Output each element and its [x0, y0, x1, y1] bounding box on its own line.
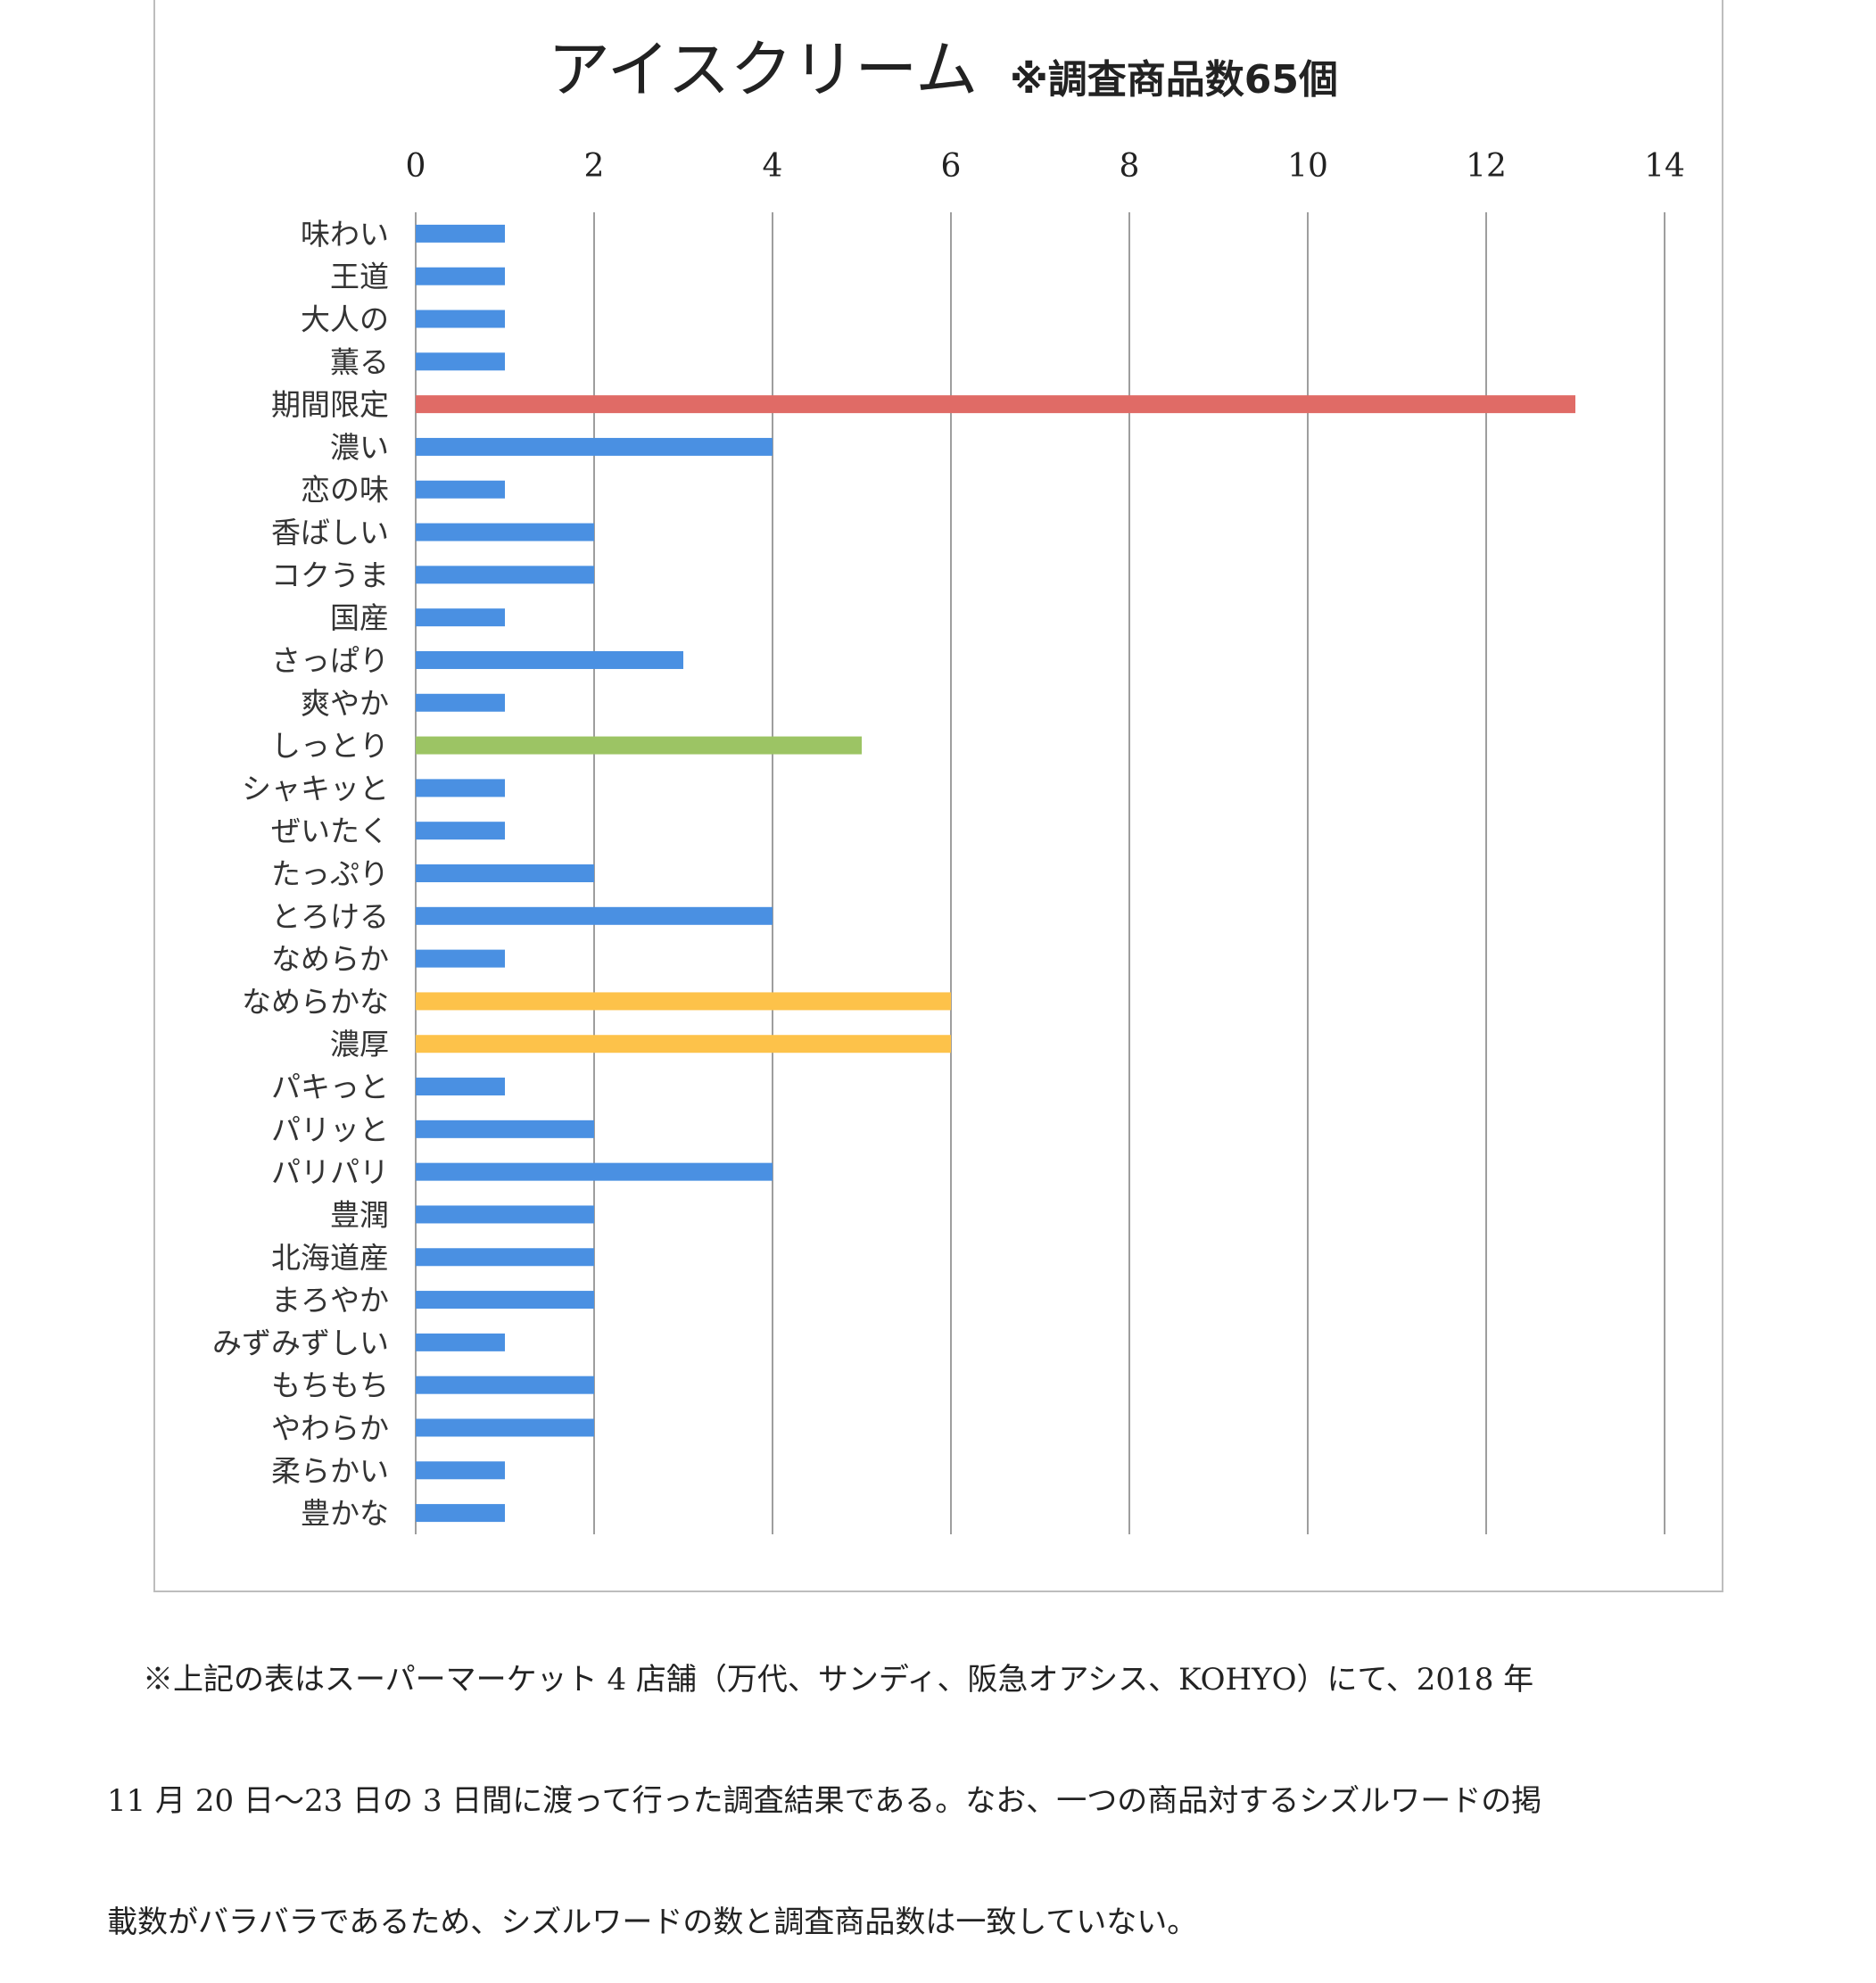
x-axis-ticks: 0 2 4 6 8 10 12 14	[406, 148, 1685, 185]
footnote: ※上記の表はスーパーマーケット 4 店舗（万代、サンディ、阪急オアシス、KOHY…	[107, 1619, 1695, 1983]
footnote-line-2: 11 月 20 日～23 日の 3 日間に渡って行った調査結果である。なお、一つ…	[107, 1783, 1542, 1819]
x-tick-label: 12	[1466, 148, 1507, 185]
category-label: 薫る	[330, 344, 389, 379]
bar	[416, 1418, 594, 1437]
category-label: もちもち	[271, 1368, 389, 1403]
bar	[416, 1248, 594, 1267]
category-label: ぜいたく	[271, 814, 389, 848]
bar	[416, 608, 505, 627]
category-label: まろやか	[271, 1283, 389, 1318]
bar	[416, 822, 505, 840]
category-label: 王道	[330, 260, 389, 294]
category-label: 北海道産	[271, 1240, 389, 1275]
bar	[416, 310, 505, 328]
bar	[416, 480, 505, 499]
bar	[416, 650, 683, 669]
x-tick-label: 4	[763, 148, 783, 185]
category-labels: 味わい王道大人の薫る期間限定濃い恋の味香ばしいコクうま国産さっぱり爽やかしっとり…	[212, 217, 389, 1531]
category-label: しっとり	[271, 729, 389, 764]
bar	[416, 779, 505, 797]
x-tick-label: 2	[584, 148, 605, 185]
bar	[416, 992, 951, 1011]
x-tick-label: 8	[1120, 148, 1140, 185]
x-tick-label: 10	[1287, 148, 1328, 185]
bar	[416, 1376, 594, 1394]
bar	[416, 1162, 773, 1181]
category-label: 豊潤	[330, 1197, 389, 1232]
category-label: 味わい	[301, 217, 389, 252]
bar	[416, 1333, 505, 1351]
category-label: 濃い	[330, 430, 389, 465]
bar	[416, 224, 505, 243]
category-label: たっぷり	[271, 856, 389, 891]
category-label: みずみずしい	[212, 1326, 389, 1360]
category-label: パリパリ	[271, 1155, 389, 1190]
bar	[416, 1120, 594, 1138]
category-label: 豊かな	[301, 1496, 389, 1531]
category-label: 期間限定	[271, 387, 389, 422]
category-label: 国産	[330, 600, 389, 635]
x-tick-label: 14	[1644, 148, 1685, 185]
bar	[416, 864, 594, 882]
category-label: なめらかな	[242, 984, 389, 1019]
bar	[416, 523, 594, 541]
category-label: なめらか	[271, 942, 389, 977]
bar	[416, 395, 1575, 414]
bar	[416, 1078, 505, 1096]
bar	[416, 736, 862, 755]
bars	[416, 224, 1575, 1523]
footnote-line-1: ※上記の表はスーパーマーケット 4 店舗（万代、サンディ、阪急オアシス、KOHY…	[143, 1662, 1534, 1698]
bar	[416, 437, 773, 456]
chart-title: アイスクリーム	[548, 33, 978, 106]
bar-chart: アイスクリーム ※調査商品数65個 0 2 4 6 8 10 12 14 味わい王道大人の薫る…	[212, 33, 1685, 1534]
category-label: 柔らかい	[271, 1453, 389, 1488]
chart-subtitle: ※調査商品数65個	[1010, 57, 1338, 103]
bar	[416, 1504, 505, 1523]
bar	[416, 949, 505, 968]
x-tick-label: 0	[406, 148, 426, 185]
category-label: パキっと	[271, 1070, 389, 1104]
category-label: 香ばしい	[271, 516, 389, 550]
category-label: 恋の味	[301, 473, 389, 508]
category-label: とろける	[271, 899, 389, 934]
category-label: シャキッと	[242, 771, 389, 806]
category-label: 大人の	[301, 302, 389, 337]
bar	[416, 1291, 594, 1310]
chart-frame: アイスクリーム ※調査商品数65個 0 2 4 6 8 10 12 14 味わい王道大人の薫る…	[153, 0, 1723, 1592]
bar	[416, 693, 505, 712]
category-label: やわらか	[271, 1410, 389, 1445]
bar	[416, 352, 505, 371]
category-label: さっぱり	[271, 643, 389, 678]
grid-lines	[415, 212, 1665, 1534]
x-tick-label: 6	[941, 148, 962, 185]
category-label: 濃厚	[330, 1027, 389, 1062]
category-label: パリッと	[271, 1112, 389, 1147]
bar	[416, 1035, 951, 1053]
bar	[416, 906, 773, 925]
footnote-line-3: 載数がバラバラであるため、シズルワードの数と調査商品数は一致していない。	[107, 1905, 1198, 1940]
bar	[416, 1461, 505, 1480]
category-label: 爽やか	[301, 686, 389, 721]
bar	[416, 267, 505, 285]
category-label: コクうま	[271, 558, 389, 592]
bar	[416, 566, 594, 584]
bar	[416, 1205, 594, 1224]
